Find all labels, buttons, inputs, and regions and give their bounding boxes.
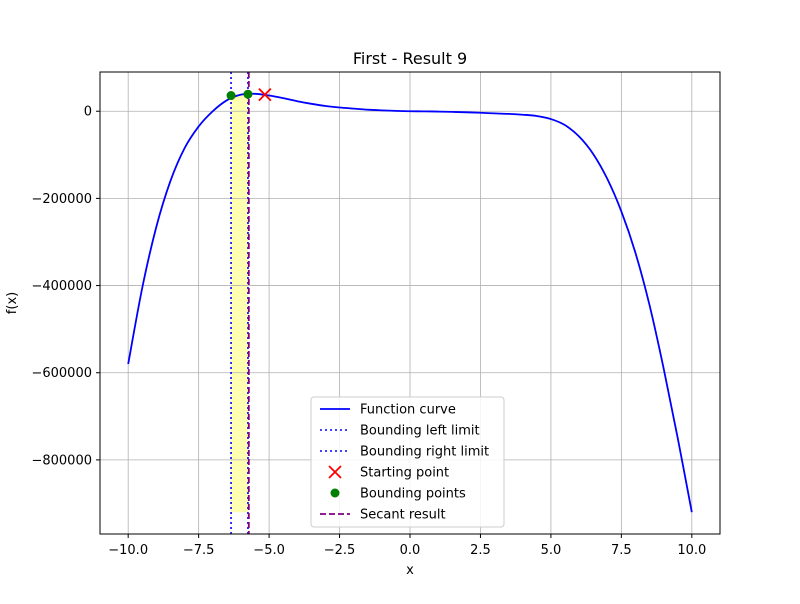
starting-point-stroke [258, 88, 272, 102]
y-tick-label: 0 [84, 105, 92, 120]
x-tick-label: 7.5 [611, 543, 632, 558]
x-tick-label: 0.0 [400, 543, 421, 558]
x-tick-label: −5.0 [253, 543, 285, 558]
legend-label: Secant result [360, 508, 446, 523]
y-tick-label: −600000 [31, 366, 92, 381]
x-tick-label: −7.5 [183, 543, 215, 558]
legend: Function curve Bounding left limit Boundin… [310, 396, 505, 528]
legend-label: Starting point [360, 466, 449, 481]
x-tick-label: 10.0 [677, 543, 706, 558]
x-tick-label: −10.0 [108, 543, 148, 558]
legend-handle [328, 465, 342, 479]
chart-title: First - Result 9 [353, 49, 467, 68]
x-axis-label: x [406, 563, 414, 578]
x-tick-label: 2.5 [470, 543, 491, 558]
function-curve [127, 92, 693, 513]
legend-label: Bounding left limit [360, 424, 480, 439]
bounding-point [226, 91, 236, 101]
y-axis-label: f(x) [5, 292, 20, 314]
y-tick-label: −200000 [31, 192, 92, 207]
legend-label: Bounding right limit [360, 445, 489, 460]
starting-point-marker [258, 88, 272, 102]
axis-ticks: −10.0 −7.5 −5.0 −2.5 0.0 2.5 5.0 7.5 10.0 0 −20000… [31, 105, 706, 558]
x-tick-label: 5.0 [541, 543, 562, 558]
legend-label: Bounding points [360, 487, 466, 502]
legend-handle [330, 488, 340, 498]
y-tick-label: −800000 [31, 453, 92, 468]
plot-area [100, 72, 720, 534]
x-tick-label: −2.5 [324, 543, 356, 558]
y-tick-label: −400000 [31, 279, 92, 294]
bounding-region [231, 93, 248, 513]
bounding-point [243, 89, 253, 99]
legend-box [310, 396, 505, 528]
legend-label: Function curve [360, 403, 456, 418]
